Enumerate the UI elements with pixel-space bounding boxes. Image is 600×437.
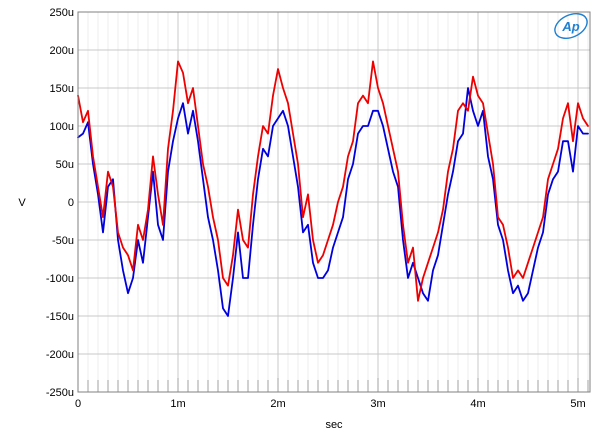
series-line-2 bbox=[77, 60, 589, 302]
y-tick-label: 50u bbox=[56, 159, 74, 171]
axis-ticks bbox=[77, 378, 589, 392]
y-tick-label: 250u bbox=[50, 7, 74, 19]
x-tick-label: 1m bbox=[170, 398, 185, 410]
ap-logo: Ap bbox=[554, 13, 588, 39]
tick-labels: 250u 200u 150u 100u 50u 0 -50u -100u -150u -200u -… bbox=[46, 7, 586, 410]
x-tick-label: 3m bbox=[370, 398, 385, 410]
plot-frame bbox=[77, 11, 591, 393]
y-tick-label: -50u bbox=[52, 235, 74, 247]
y-tick-label: -250u bbox=[46, 387, 74, 399]
y-tick-label: 150u bbox=[50, 83, 74, 95]
grid-lines bbox=[77, 11, 590, 393]
y-tick-label: -200u bbox=[46, 349, 74, 361]
y-tick-label: -100u bbox=[46, 273, 74, 285]
x-tick-label: 5m bbox=[570, 398, 585, 410]
x-tick-label: 0 bbox=[75, 398, 81, 410]
y-tick-label: 100u bbox=[50, 121, 74, 133]
y-axis-label: V bbox=[18, 197, 26, 209]
x-axis-label: sec bbox=[325, 419, 343, 431]
y-tick-label: 200u bbox=[50, 45, 74, 57]
y-tick-label: -150u bbox=[46, 311, 74, 323]
ap-logo-text: Ap bbox=[561, 19, 579, 34]
series-line-1 bbox=[77, 87, 589, 317]
x-tick-label: 2m bbox=[270, 398, 285, 410]
x-tick-label: 4m bbox=[470, 398, 485, 410]
plot-area bbox=[77, 60, 589, 317]
y-tick-label: 0 bbox=[68, 197, 74, 209]
